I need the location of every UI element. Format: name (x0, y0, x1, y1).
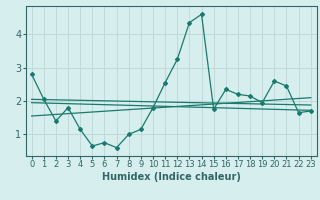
X-axis label: Humidex (Indice chaleur): Humidex (Indice chaleur) (102, 172, 241, 182)
